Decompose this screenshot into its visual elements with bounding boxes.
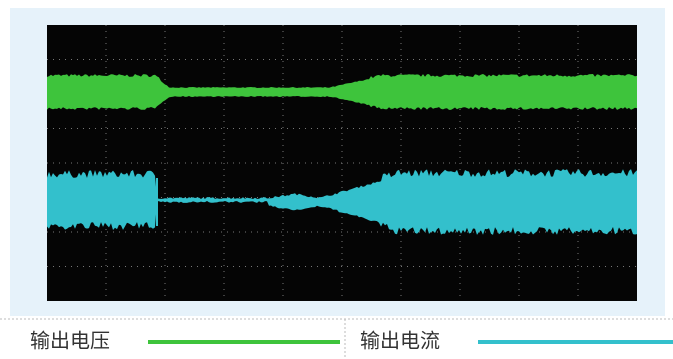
body: 输出电压 输出电流 (() => { const data = JSON.par… (0, 0, 673, 359)
screenshot: 输出电压 输出电流 (0, 0, 673, 359)
legend-label: 输出电流 (360, 329, 440, 353)
page: {"legend": {"items": [{"label": "输出电压", … (0, 0, 673, 359)
legend-label: 输出电压 (30, 329, 110, 353)
